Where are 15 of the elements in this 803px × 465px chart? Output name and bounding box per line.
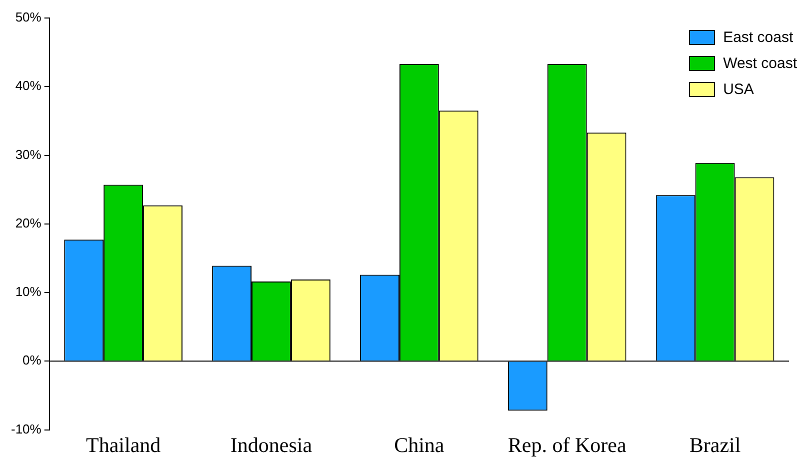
x-tick-label: Thailand: [86, 432, 162, 457]
x-tick-label: Rep. of Korea: [508, 432, 627, 457]
legend-label: West coast: [723, 54, 797, 72]
y-tick-label: 30%: [15, 146, 42, 162]
y-tick-label: 40%: [15, 78, 42, 94]
y-tick-label: 50%: [15, 10, 42, 25]
y-tick-label: 10%: [15, 284, 42, 300]
x-tick-label: Brazil: [689, 432, 741, 457]
y-tick-label: 20%: [15, 215, 42, 230]
y-tick-label: -10%: [10, 421, 42, 436]
legend-label: USA: [723, 80, 754, 98]
x-tick-label: China: [394, 432, 445, 457]
x-tick-label: Indonesia: [230, 432, 313, 457]
legend-label: East coast: [723, 28, 794, 46]
y-tick-label: 0%: [22, 352, 42, 368]
